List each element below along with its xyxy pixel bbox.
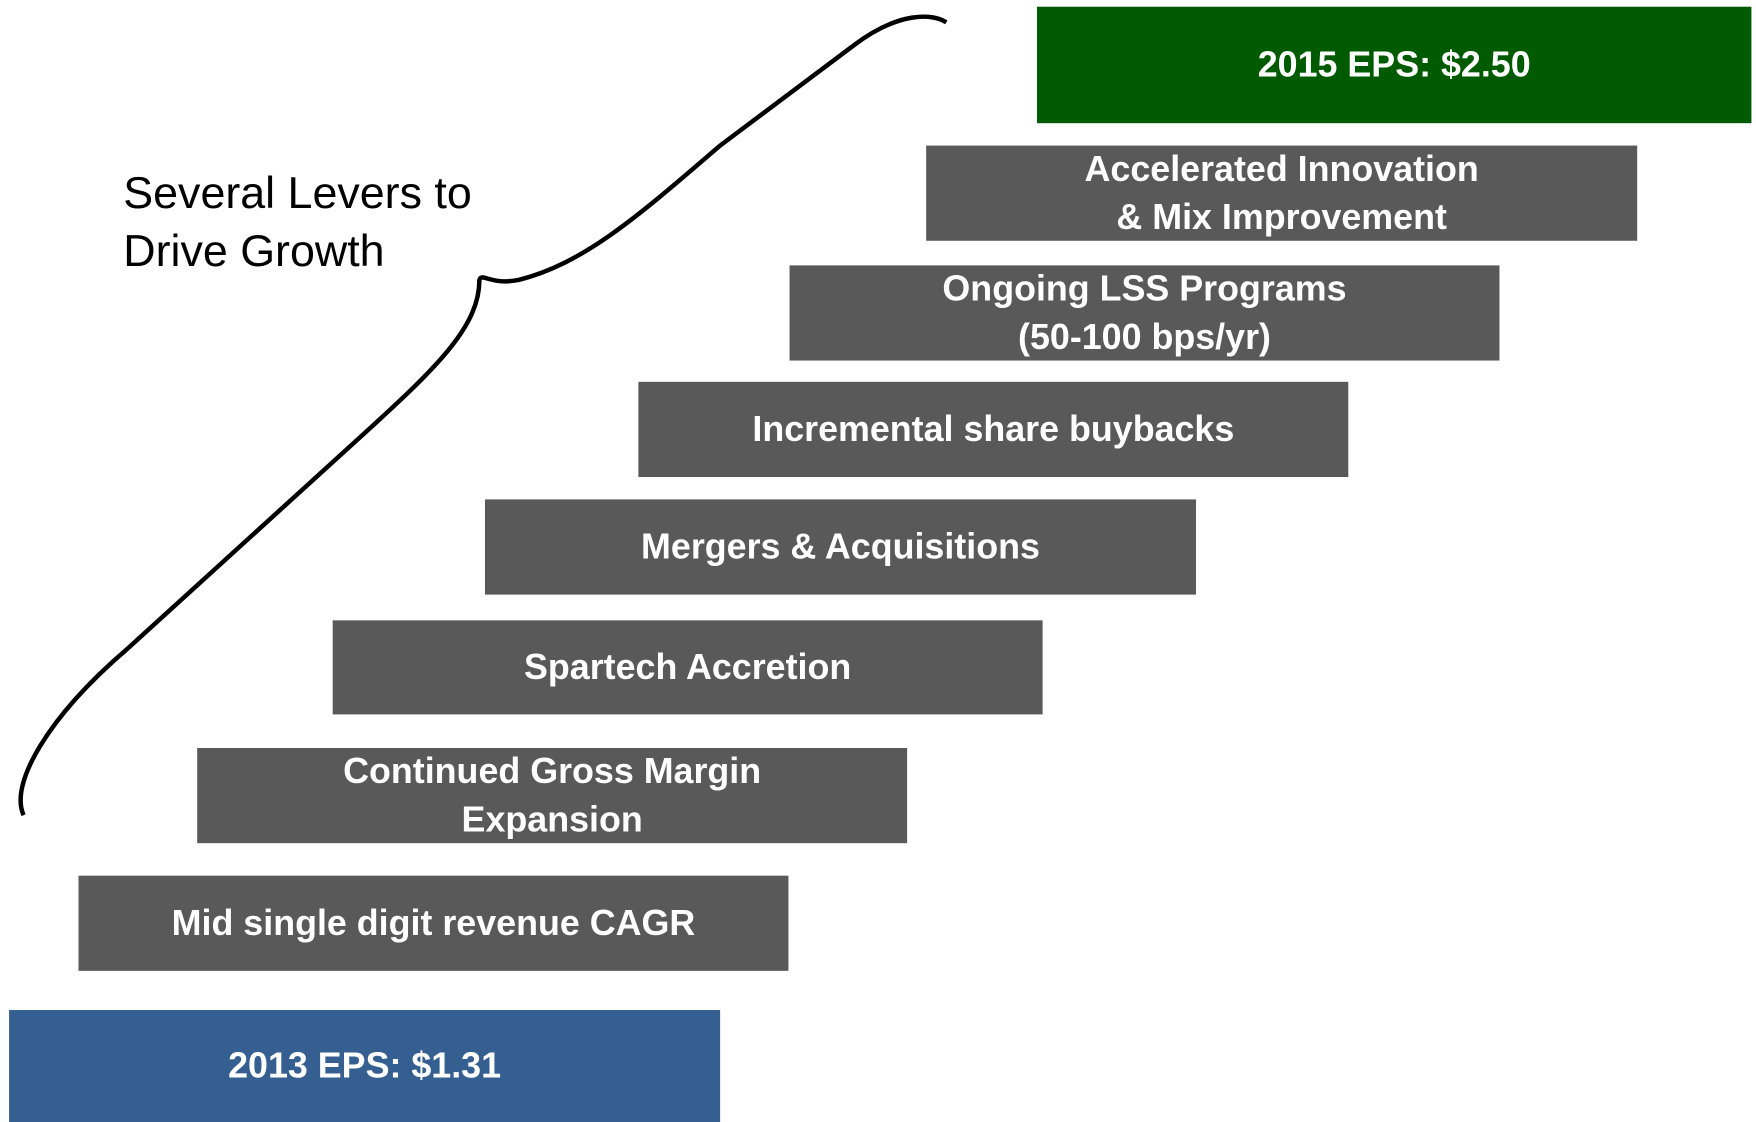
box-label: Incremental share buybacks xyxy=(752,409,1234,449)
step-box xyxy=(926,145,1638,241)
box-label: & Mix Improvement xyxy=(1116,197,1447,237)
step-box xyxy=(484,499,1197,595)
box-label: 2013 EPS: $1.31 xyxy=(228,1046,501,1086)
box-label: Spartech Accretion xyxy=(524,647,851,687)
box-label: Continued Gross Margin xyxy=(343,751,761,791)
box-label: Expansion xyxy=(462,799,643,839)
step-box xyxy=(78,875,789,971)
box-label: Drive Growth xyxy=(123,226,384,276)
box-label: 2015 EPS: $2.50 xyxy=(1258,45,1531,85)
step-box xyxy=(332,620,1043,715)
box-label: Mid single digit revenue CAGR xyxy=(172,903,696,943)
brace xyxy=(18,14,948,817)
step-box xyxy=(1037,6,1752,124)
step-box xyxy=(197,748,908,844)
box-label: Several Levers to xyxy=(123,168,471,218)
box-label: (50-100 bps/yr) xyxy=(1018,317,1271,357)
box-label: Accelerated Innovation xyxy=(1085,149,1479,189)
step-box xyxy=(9,1010,721,1122)
box-label: Ongoing LSS Programs xyxy=(942,269,1346,309)
step-box xyxy=(789,265,1500,361)
step-box xyxy=(638,381,1349,478)
box-label: Mergers & Acquisitions xyxy=(641,527,1040,567)
